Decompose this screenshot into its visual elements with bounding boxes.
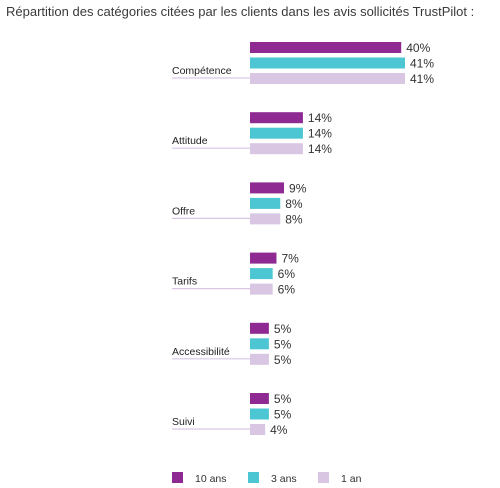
bar: [250, 408, 269, 420]
value-label: 7%: [281, 252, 299, 266]
bar: [250, 143, 303, 155]
bar: [250, 182, 285, 194]
legend-item: 3 ans: [248, 472, 297, 485]
value-label: 40%: [406, 41, 430, 55]
legend-item: 1 an: [318, 472, 362, 485]
chart-title: Répartition des catégories citées par le…: [6, 4, 474, 19]
value-label: 5%: [274, 322, 292, 336]
legend-swatch: [248, 472, 259, 483]
plot-area: Compétence40%41%41%Attitude14%14%14%Offr…: [172, 41, 434, 437]
category-label: Compétence: [172, 65, 232, 77]
value-label: 14%: [308, 127, 332, 141]
category-label: Attitude: [172, 135, 208, 147]
value-label: 14%: [308, 111, 332, 125]
category-label: Tarifs: [172, 276, 197, 288]
legend: 10 ans 3 ans 1 an: [172, 472, 362, 485]
legend-label: 10 ans: [195, 473, 227, 485]
bar: [250, 112, 303, 124]
bar: [250, 424, 266, 435]
bar: [250, 127, 303, 139]
bar: [250, 322, 269, 334]
value-label: 41%: [410, 57, 434, 71]
bar: [250, 393, 269, 404]
value-label: 8%: [285, 197, 303, 211]
legend-label: 3 ans: [271, 473, 297, 485]
category-label: Accessibilité: [172, 346, 230, 358]
value-label: 9%: [289, 181, 307, 195]
value-label: 8%: [285, 212, 303, 226]
value-label: 14%: [308, 142, 332, 156]
legend-swatch: [172, 472, 183, 483]
value-label: 5%: [274, 337, 292, 351]
value-label: 41%: [410, 72, 434, 86]
bar: [250, 57, 405, 69]
bar: [250, 252, 277, 264]
bar: [250, 353, 269, 365]
value-label: 4%: [270, 423, 288, 437]
bar: [250, 338, 269, 350]
bar: [250, 197, 281, 209]
value-label: 5%: [274, 408, 292, 422]
bar: [250, 42, 402, 53]
bar: [250, 283, 273, 295]
bar: [250, 73, 405, 84]
value-label: 5%: [274, 392, 292, 406]
category-label: Suivi: [172, 416, 195, 428]
bar: [250, 213, 281, 225]
value-label: 6%: [278, 267, 296, 281]
legend-label: 1 an: [341, 473, 362, 485]
bar: [250, 268, 273, 280]
legend-item: 10 ans: [172, 472, 227, 485]
category-group: Compétence 40% 41%41%: [172, 41, 434, 86]
category-label: Offre: [172, 205, 195, 217]
value-label: 5%: [274, 353, 292, 367]
legend-swatch: [318, 472, 329, 483]
value-label: 6%: [278, 283, 296, 297]
category-group: Offre 9% 8%8%: [172, 181, 307, 226]
